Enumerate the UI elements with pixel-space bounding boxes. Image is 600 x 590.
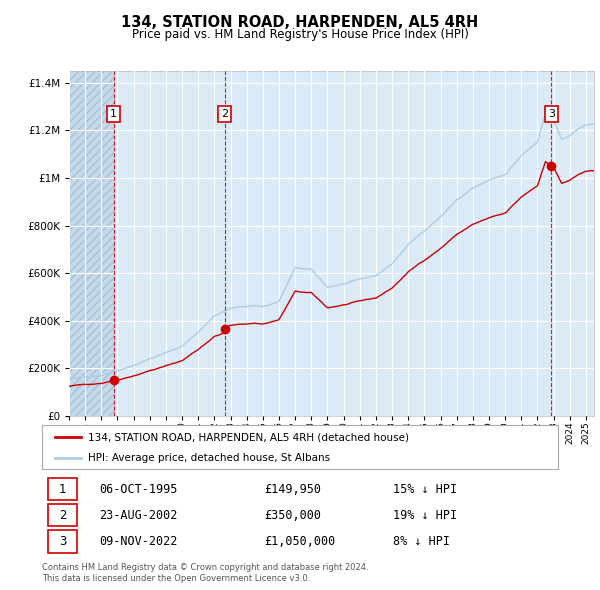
Bar [69, 71, 114, 416]
Text: 134, STATION ROAD, HARPENDEN, AL5 4RH (detached house): 134, STATION ROAD, HARPENDEN, AL5 4RH (d… [88, 432, 409, 442]
Text: 1: 1 [110, 109, 117, 119]
Text: 8% ↓ HPI: 8% ↓ HPI [393, 535, 450, 548]
Text: HPI: Average price, detached house, St Albans: HPI: Average price, detached house, St A… [88, 453, 331, 463]
Bar [69, 71, 114, 416]
Text: 06-OCT-1995: 06-OCT-1995 [99, 483, 177, 496]
Text: £149,950: £149,950 [264, 483, 321, 496]
Text: 134, STATION ROAD, HARPENDEN, AL5 4RH: 134, STATION ROAD, HARPENDEN, AL5 4RH [121, 15, 479, 30]
Text: 15% ↓ HPI: 15% ↓ HPI [393, 483, 457, 496]
Text: £1,050,000: £1,050,000 [264, 535, 335, 548]
FancyBboxPatch shape [48, 530, 77, 552]
Text: Contains HM Land Registry data © Crown copyright and database right 2024.: Contains HM Land Registry data © Crown c… [42, 563, 368, 572]
Text: £350,000: £350,000 [264, 509, 321, 522]
Text: Price paid vs. HM Land Registry's House Price Index (HPI): Price paid vs. HM Land Registry's House … [131, 28, 469, 41]
Text: 1: 1 [59, 483, 66, 496]
Text: This data is licensed under the Open Government Licence v3.0.: This data is licensed under the Open Gov… [42, 573, 310, 583]
Text: 3: 3 [59, 535, 66, 548]
FancyBboxPatch shape [48, 504, 77, 526]
Text: 09-NOV-2022: 09-NOV-2022 [99, 535, 177, 548]
FancyBboxPatch shape [48, 478, 77, 500]
Text: 3: 3 [548, 109, 555, 119]
Text: 2: 2 [221, 109, 228, 119]
Text: 19% ↓ HPI: 19% ↓ HPI [393, 509, 457, 522]
Text: 23-AUG-2002: 23-AUG-2002 [99, 509, 177, 522]
Text: 2: 2 [59, 509, 66, 522]
